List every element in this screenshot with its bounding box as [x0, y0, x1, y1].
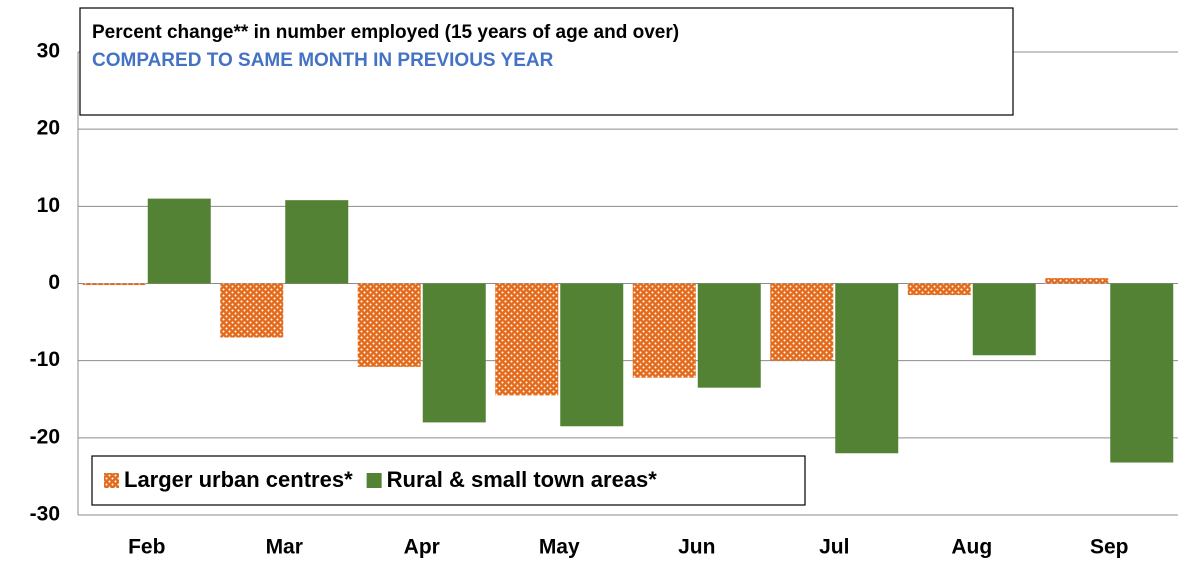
chart-subtitle: COMPARED TO SAME MONTH IN PREVIOUS YEAR — [92, 50, 554, 71]
y-tick-label: 30 — [37, 40, 60, 63]
x-tick-label: Jul — [819, 536, 849, 559]
bar — [220, 283, 284, 338]
bar — [357, 283, 421, 367]
bar — [560, 283, 624, 427]
x-tick-label: Aug — [951, 536, 992, 559]
title-box — [79, 7, 1014, 116]
bar — [835, 283, 899, 454]
y-tick-label: 20 — [37, 117, 60, 140]
bar — [697, 283, 761, 388]
bar — [907, 283, 971, 296]
bar — [82, 283, 146, 286]
bar — [147, 198, 211, 284]
x-tick-label: Apr — [404, 536, 440, 559]
legend-label: Rural & small town areas* — [387, 467, 658, 492]
bar — [770, 283, 834, 361]
bar — [495, 283, 559, 396]
chart-title: Percent change** in number employed (15 … — [92, 22, 679, 43]
y-tick-label: 0 — [48, 271, 60, 294]
bar — [1110, 283, 1174, 463]
y-tick-label: -10 — [30, 348, 60, 371]
x-tick-label: Sep — [1090, 536, 1129, 559]
x-tick-label: Feb — [128, 536, 165, 559]
bar — [422, 283, 486, 423]
y-tick-label: -30 — [30, 503, 60, 526]
x-tick-label: Mar — [266, 536, 303, 559]
y-tick-label: 10 — [37, 194, 60, 217]
y-tick-label: -20 — [30, 425, 60, 448]
bar — [1045, 278, 1109, 284]
x-tick-label: May — [539, 536, 580, 559]
bar — [632, 283, 696, 378]
x-tick-label: Jun — [678, 536, 715, 559]
legend-label: Larger urban centres* — [124, 467, 353, 492]
bar — [285, 200, 349, 284]
legend-swatch — [104, 473, 119, 488]
bar — [972, 283, 1036, 356]
legend-box — [91, 455, 806, 506]
legend-swatch — [366, 473, 382, 488]
